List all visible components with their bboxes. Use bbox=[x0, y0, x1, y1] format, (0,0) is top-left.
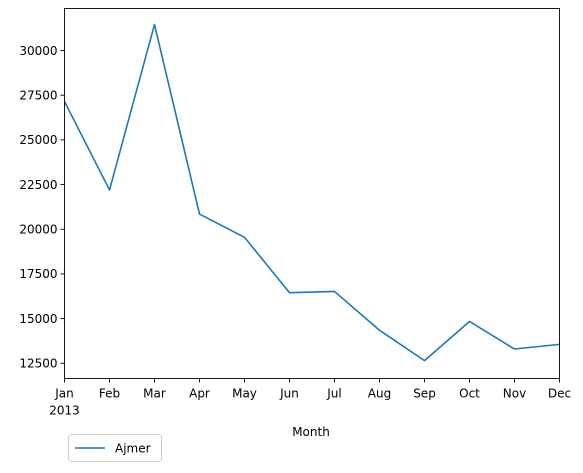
series-line-ajmer bbox=[63, 23, 560, 362]
y-tick-label: 22500 bbox=[19, 178, 57, 192]
legend-label: Ajmer bbox=[115, 442, 151, 456]
legend: Ajmer bbox=[68, 434, 162, 462]
x-tick-label: Feb bbox=[99, 387, 120, 401]
x-axis-ticks: Jan Feb Mar Apr May Jun Jul Aug Sep Oct Nov Dec 2013 bbox=[49, 378, 571, 418]
x-tick-label: May bbox=[232, 387, 257, 401]
x-tick-label: Jun bbox=[279, 387, 299, 401]
x-tick-label: Apr bbox=[189, 387, 210, 401]
y-tick-label: 27500 bbox=[19, 88, 57, 102]
x-tick-year-label: 2013 bbox=[49, 404, 80, 418]
y-tick-label: 25000 bbox=[19, 133, 57, 147]
y-tick-label: 17500 bbox=[19, 267, 57, 281]
x-tick-label: Jul bbox=[326, 387, 341, 401]
y-tick-label: 12500 bbox=[19, 357, 57, 371]
x-tick-label: Mar bbox=[143, 387, 166, 401]
y-axis-ticks: 12500 15000 17500 20000 22500 25000 27500 30000 bbox=[19, 44, 65, 371]
y-tick-label: 20000 bbox=[19, 223, 57, 237]
y-tick-label: 15000 bbox=[19, 312, 57, 326]
x-tick-label: Sep bbox=[413, 387, 436, 401]
legend-box bbox=[68, 434, 162, 462]
plot-frame bbox=[64, 8, 560, 379]
x-axis-label: Month bbox=[292, 425, 330, 439]
x-tick-label: Nov bbox=[503, 387, 526, 401]
x-tick-label: Oct bbox=[459, 387, 480, 401]
y-tick-label: 30000 bbox=[19, 44, 57, 58]
x-tick-label: Jan bbox=[54, 387, 74, 401]
x-tick-label: Aug bbox=[368, 387, 391, 401]
x-tick-label: Dec bbox=[548, 387, 571, 401]
